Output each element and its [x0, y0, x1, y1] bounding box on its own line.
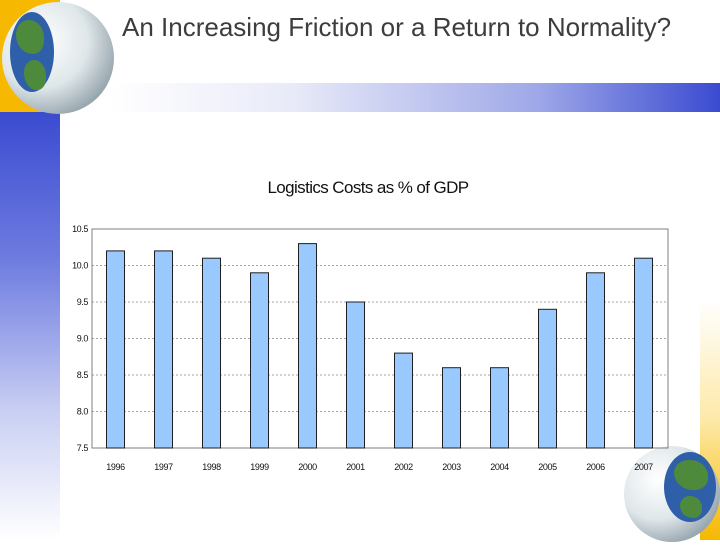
x-tick-labels: 1996 1997 1998 1999 2000 2001 2002 2003 2004 2005… — [106, 462, 653, 472]
bars — [106, 243, 653, 449]
bar — [106, 250, 125, 449]
y-tick-label: 7.5 — [77, 443, 89, 453]
bar — [538, 308, 557, 449]
bar — [394, 352, 413, 449]
y-tick-labels: 10.5 10.0 9.5 9.0 8.5 8.0 7.5 — [72, 224, 89, 453]
y-tick-label: 9.5 — [77, 297, 89, 307]
grid-lines — [92, 228, 668, 412]
y-tick-label: 10.5 — [72, 224, 88, 234]
x-tick-label: 2006 — [586, 462, 605, 472]
x-tick-label: 2003 — [442, 462, 461, 472]
x-tick-label: 1997 — [154, 462, 173, 472]
bar — [490, 367, 509, 449]
y-tick-label: 9.0 — [77, 334, 89, 344]
bar — [298, 243, 317, 449]
y-tick-label: 10.0 — [72, 261, 88, 271]
bar — [346, 301, 365, 449]
globe-land — [674, 460, 708, 490]
x-tick-label: 2007 — [634, 462, 653, 472]
left-gradient-band — [0, 112, 60, 540]
x-tick-label: 2004 — [490, 462, 509, 472]
slide-title: An Increasing Friction or a Return to No… — [122, 12, 672, 42]
globe-land — [680, 496, 702, 518]
globe-icon-top — [2, 2, 114, 114]
globe-land — [16, 20, 44, 54]
x-tick-label: 2005 — [538, 462, 557, 472]
y-tick-label: 8.0 — [77, 407, 89, 417]
chart-title: Logistics Costs as % of GDP — [267, 178, 468, 197]
bar — [202, 257, 221, 449]
plot-frame — [91, 228, 669, 449]
bar — [250, 272, 269, 449]
bar — [634, 257, 653, 449]
title-gradient-bar — [110, 83, 720, 112]
y-tick-label: 8.5 — [77, 370, 89, 380]
globe-icon-bottom — [624, 446, 720, 542]
x-tick-label: 2002 — [394, 462, 413, 472]
bar — [154, 250, 173, 449]
bar — [586, 272, 605, 449]
bar — [442, 367, 461, 449]
x-tick-label: 1996 — [106, 462, 125, 472]
globe-land — [24, 60, 46, 90]
axes — [91, 228, 669, 449]
x-tick-label: 2001 — [346, 462, 365, 472]
x-tick-label: 1998 — [202, 462, 221, 472]
x-tick-label: 2000 — [298, 462, 317, 472]
x-tick-label: 1999 — [250, 462, 269, 472]
